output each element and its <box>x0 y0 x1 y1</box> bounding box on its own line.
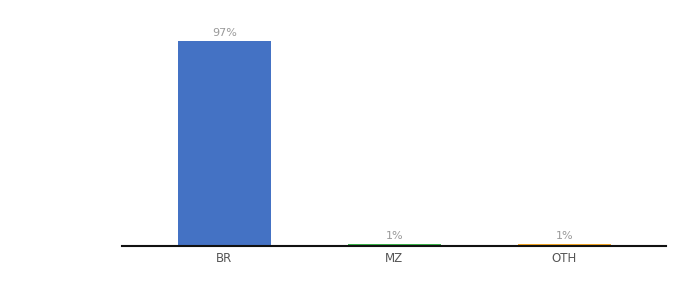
Text: 97%: 97% <box>212 28 237 38</box>
Text: 1%: 1% <box>556 231 573 241</box>
Bar <box>347 244 441 246</box>
Bar <box>517 244 611 246</box>
Bar <box>177 41 271 246</box>
Text: 1%: 1% <box>386 231 403 241</box>
